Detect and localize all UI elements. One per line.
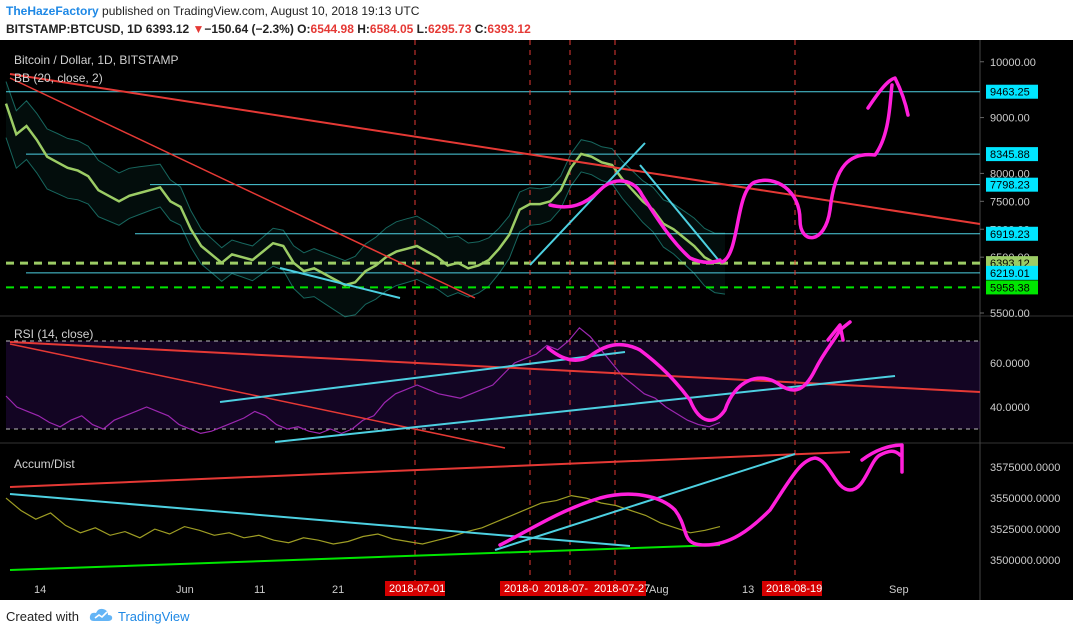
price-tick-label: 7500.00 [990, 196, 1030, 208]
price-label-badge [986, 265, 1038, 280]
trend-line [494, 453, 796, 551]
hand-drawn-projection [546, 320, 852, 422]
down-arrow-icon: ▼ [192, 22, 205, 36]
high-value: 6584.05 [369, 22, 414, 36]
trend-line [9, 77, 476, 299]
publisher-name[interactable]: TheHazeFactory [6, 4, 99, 18]
price-label-text: 6219.01 [990, 268, 1030, 280]
grid [0, 40, 1073, 600]
price-label-badge [986, 177, 1038, 192]
price-label-text: 6919.23 [990, 229, 1030, 241]
time-tick-label: Jun [176, 584, 194, 596]
accum-dist-tick-label: 3500000.0000 [990, 555, 1060, 567]
date-marker-badge [540, 581, 590, 596]
chart-area[interactable]: 10000.009000.008000.007500.007000.006500… [0, 40, 1073, 600]
bollinger-lower-line [5, 137, 726, 318]
trend-line [639, 164, 721, 263]
price-series-line [4, 103, 726, 287]
chart-footer: Created with TradingView [0, 600, 1073, 634]
quote-line: BITSTAMP:BTCUSD, 1D 6393.12 ▼−150.64 (−2… [6, 22, 531, 36]
bollinger-bands-label: BB (20, close, 2) [14, 71, 103, 85]
price-label-text: 9463.25 [990, 87, 1030, 99]
accum-dist-tick-label: 3525000.0000 [990, 524, 1060, 536]
trend-line [9, 343, 506, 449]
low-label: L: [416, 22, 428, 36]
price-label-badge [986, 84, 1038, 99]
time-tick-label: 13 [742, 584, 754, 596]
trend-line [219, 351, 626, 403]
price-label-text: 7798.23 [990, 180, 1030, 192]
chart-background [0, 40, 1073, 600]
price-tick-label: 9000.00 [990, 113, 1030, 125]
accum-dist-panel-title: Accum/Dist [14, 457, 75, 471]
price-tick-label: 5500.00 [990, 308, 1030, 320]
price-label-badge [986, 280, 1038, 295]
tradingview-brand[interactable]: TradingView [118, 609, 190, 624]
time-tick-label: 11 [254, 584, 265, 596]
close-label: C: [474, 22, 488, 36]
trend-line [279, 267, 401, 299]
time-tick-label: 14 [34, 584, 46, 596]
change-value: −150.64 (−2.3%) [204, 22, 294, 36]
publish-line: TheHazeFactory published on TradingView.… [6, 4, 419, 18]
created-with-label: Created with [6, 609, 79, 624]
trend-line [9, 73, 981, 225]
date-marker-label: 2018-0 [504, 583, 538, 595]
accum-dist-tick-label: 3575000.0000 [990, 462, 1060, 474]
hand-drawn-projection [498, 443, 904, 547]
price-label-text: 8345.88 [990, 149, 1030, 161]
accum-dist-tick-label: 3550000.0000 [990, 493, 1060, 505]
price-label-badge [986, 226, 1038, 241]
time-tick-label: 21 [332, 584, 344, 596]
date-marker-badge [500, 581, 540, 596]
hand-drawn-projection [548, 179, 722, 265]
tradingview-cloud-icon[interactable] [88, 606, 114, 626]
chart-header: TheHazeFactory published on TradingView.… [0, 0, 1073, 40]
price-panel-title: Bitcoin / Dollar, 1D, BITSTAMP [14, 53, 179, 67]
close-value: 6393.12 [487, 22, 531, 36]
date-marker-label: 2018-07-27 [594, 583, 650, 595]
price-axis: 10000.009000.008000.007500.007000.006500… [980, 57, 1060, 567]
open-value: 6544.98 [310, 22, 354, 36]
trend-line [529, 142, 646, 266]
last-price: 6393.12 [145, 22, 190, 36]
price-label-badge [986, 147, 1038, 162]
low-value: 6295.73 [427, 22, 472, 36]
date-marker-label: 2018-08-19 [766, 583, 822, 595]
time-tick-label: Aug [649, 584, 669, 596]
trend-line [274, 375, 896, 443]
published-text: published on TradingView.com, August 10,… [102, 4, 420, 18]
price-tick-label: 10000.00 [990, 57, 1036, 69]
rsi-tick-label: 60.0000 [990, 358, 1030, 370]
time-axis: 14 Jun 11 21 Aug 13 Sep 2018-07-01 2018-0 2018-07… [34, 581, 909, 596]
high-label: H: [357, 22, 370, 36]
date-marker-badge [385, 581, 445, 596]
rsi-panel-title: RSI (14, close) [14, 327, 93, 341]
date-marker-label: 2018-07- [544, 583, 588, 595]
panel-titles: Bitcoin / Dollar, 1D, BITSTAMP BB (20, cl… [14, 53, 179, 471]
time-tick-label: Sep [889, 584, 909, 596]
horizontal-levels [6, 91, 980, 430]
trend-line [9, 493, 631, 547]
price-label-text: 5958.38 [990, 282, 1030, 294]
rsi-tick-label: 40.0000 [990, 402, 1030, 414]
open-label: O: [297, 22, 311, 36]
date-marker-label: 2018-07-01 [389, 583, 445, 595]
date-marker-badge [762, 581, 822, 596]
drawings [9, 73, 981, 571]
bollinger-upper-line [5, 81, 725, 262]
price-tick-label: 8000.00 [990, 168, 1030, 180]
symbol-label: BITSTAMP:BTCUSD, 1D [6, 22, 143, 36]
accum-dist-series-line [5, 494, 721, 545]
hand-drawn-projection [720, 76, 910, 264]
date-marker-badge [590, 581, 646, 596]
trend-line [9, 451, 851, 488]
trend-line [9, 544, 721, 571]
